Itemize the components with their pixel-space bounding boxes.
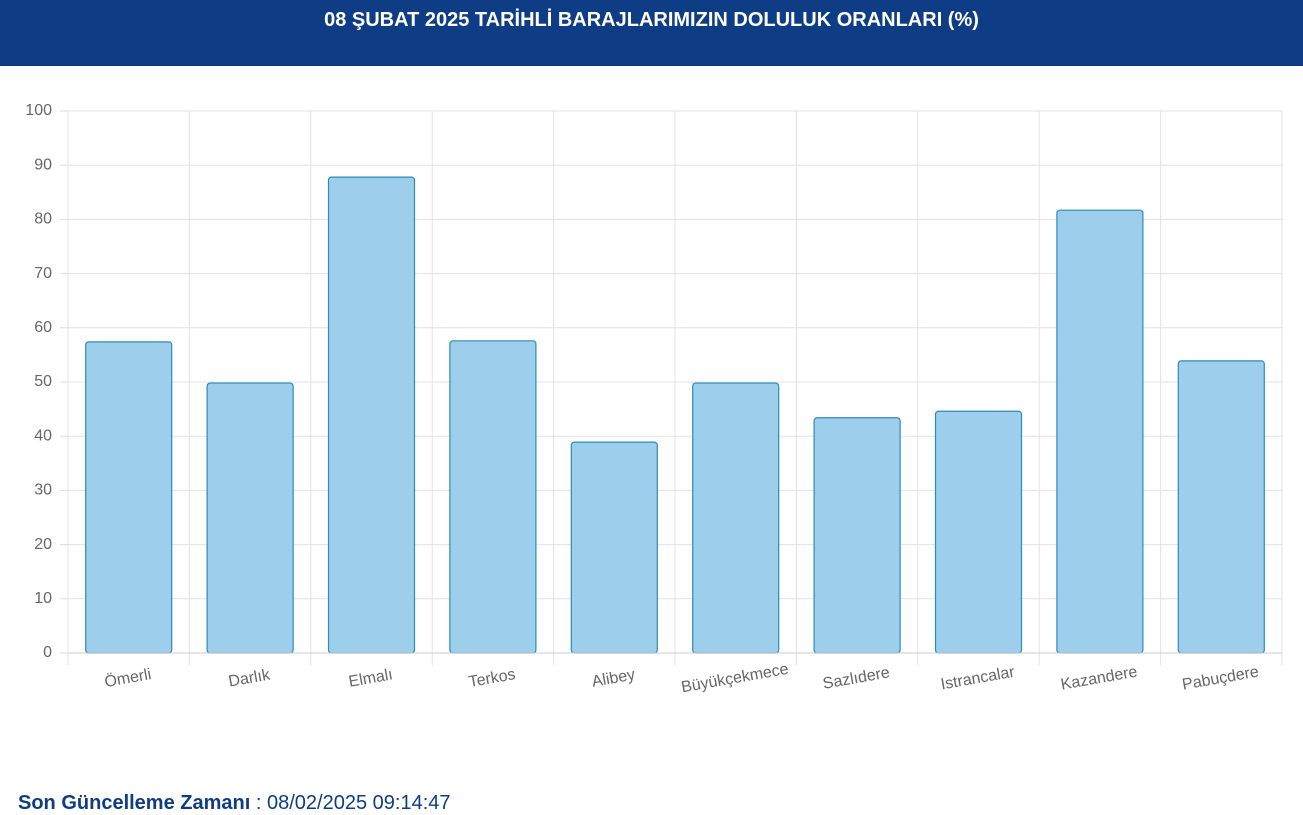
y-tick-label: 50 [34, 373, 52, 390]
y-tick-label: 10 [34, 590, 52, 607]
y-tick-label: 30 [34, 482, 52, 499]
y-tick-label: 60 [34, 319, 52, 336]
bar [1177, 360, 1265, 654]
footer: Son Güncelleme Zamanı : 08/02/2025 09:14… [18, 792, 451, 815]
y-tick-label: 0 [43, 644, 52, 661]
y-tick-label: 90 [34, 156, 52, 173]
chart-title: 08 ŞUBAT 2025 TARİHLİ BARAJLARIMIZIN DOL… [324, 9, 979, 31]
update-label: Son Güncelleme Zamanı [18, 792, 251, 814]
separator: : [255, 792, 262, 814]
header [0, 0, 1303, 66]
bar [206, 382, 294, 654]
y-tick-label: 40 [34, 427, 52, 444]
bar [570, 441, 658, 654]
y-tick-label: 100 [25, 102, 52, 119]
x-tick-label: Pabuçdere [1181, 663, 1260, 693]
x-tick-label: Büyükçekmece [680, 661, 790, 697]
x-tick-label: Ömerli [103, 665, 153, 691]
x-tick-label: Terkos [467, 666, 516, 691]
bar [692, 382, 780, 654]
x-tick-label: Sazlıdere [822, 664, 892, 692]
bar [1056, 209, 1144, 654]
update-value: 08/02/2025 09:14:47 [266, 792, 451, 814]
x-tick-label: Istrancalar [939, 664, 1016, 694]
chart: 0 10 20 30 40 50 60 70 80 90 100 Ömerli Darlık Elmalı… [25, 102, 1283, 697]
bar [85, 341, 173, 654]
x-tick-label: Kazandere [1060, 663, 1139, 693]
bar [449, 340, 537, 654]
bar [813, 417, 901, 654]
y-tick-label: 20 [34, 536, 52, 553]
y-tick-label: 70 [34, 265, 52, 282]
x-tick-label: Darlık [227, 666, 272, 690]
bar [327, 176, 416, 654]
x-tick-label: Alibey [591, 666, 637, 690]
x-tick-label: Elmalı [347, 666, 394, 690]
y-tick-label: 80 [34, 211, 52, 228]
bar [934, 410, 1023, 654]
